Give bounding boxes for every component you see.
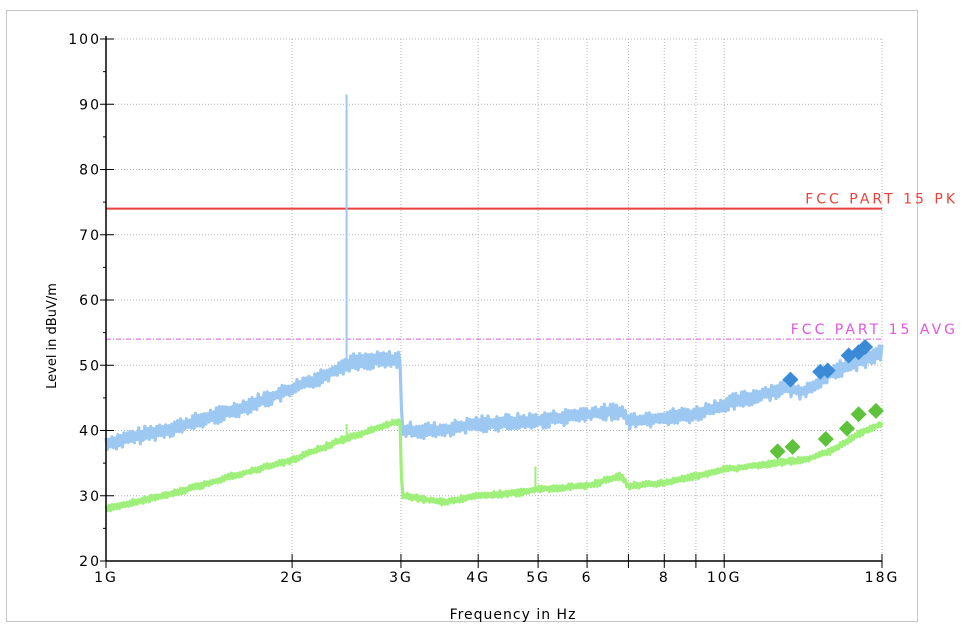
series-traces: [104, 94, 884, 513]
limit-label-avg: FCC PART 15 AVG: [791, 322, 958, 338]
measurement-markers: [769, 338, 884, 460]
marker-2-point: [769, 443, 786, 460]
limit-label-pk: FCC PART 15 PK: [805, 192, 958, 208]
x-tick-label: 5G: [526, 570, 550, 586]
marker-1-point: [857, 338, 874, 355]
marker-2-point: [867, 402, 884, 419]
limit-lines: FCC PART 15 PK FCC PART 15 AVG: [106, 192, 958, 340]
marker-2-point: [839, 420, 856, 437]
marker-2-point: [817, 430, 834, 447]
chart-frame: [6, 10, 918, 622]
x-tick-label: 4G: [466, 570, 490, 586]
series-1-trace: [104, 344, 884, 451]
axes: [100, 36, 883, 568]
y-tick-label: 60: [79, 293, 101, 309]
x-axis-title: Frequency in Hz: [450, 607, 577, 623]
x-tick-label: 18G: [865, 570, 900, 586]
axis-labels: 20 30 40 50 60 70 80 90 100 1G 2G 3G 4G 5G 6 8 10G 18G: [68, 32, 900, 586]
x-tick-label: 1G: [94, 570, 118, 586]
x-tick-label: 2G: [280, 570, 304, 586]
y-axis-title: Level in dBuV/m: [45, 283, 60, 389]
series-2-trace: [104, 418, 884, 513]
marker-1-point: [819, 362, 836, 379]
grid: [105, 38, 883, 562]
x-tick-label: 10G: [707, 570, 742, 586]
y-tick-label: 50: [79, 358, 101, 374]
x-tick-label: 8: [659, 570, 670, 586]
y-tick-label: 40: [79, 424, 101, 440]
y-tick-label: 100: [68, 32, 101, 48]
y-tick-label: 30: [79, 489, 101, 505]
y-tick-label: 90: [79, 97, 101, 113]
marker-1-point: [782, 371, 799, 388]
x-tick-label: 3G: [389, 570, 413, 586]
y-tick-label: 80: [79, 163, 101, 179]
x-tick-label: 6: [582, 570, 593, 586]
y-tick-label: 70: [79, 228, 101, 244]
marker-2-point: [850, 406, 867, 423]
y-tick-label: 20: [79, 554, 101, 570]
marker-2-point: [784, 438, 801, 455]
